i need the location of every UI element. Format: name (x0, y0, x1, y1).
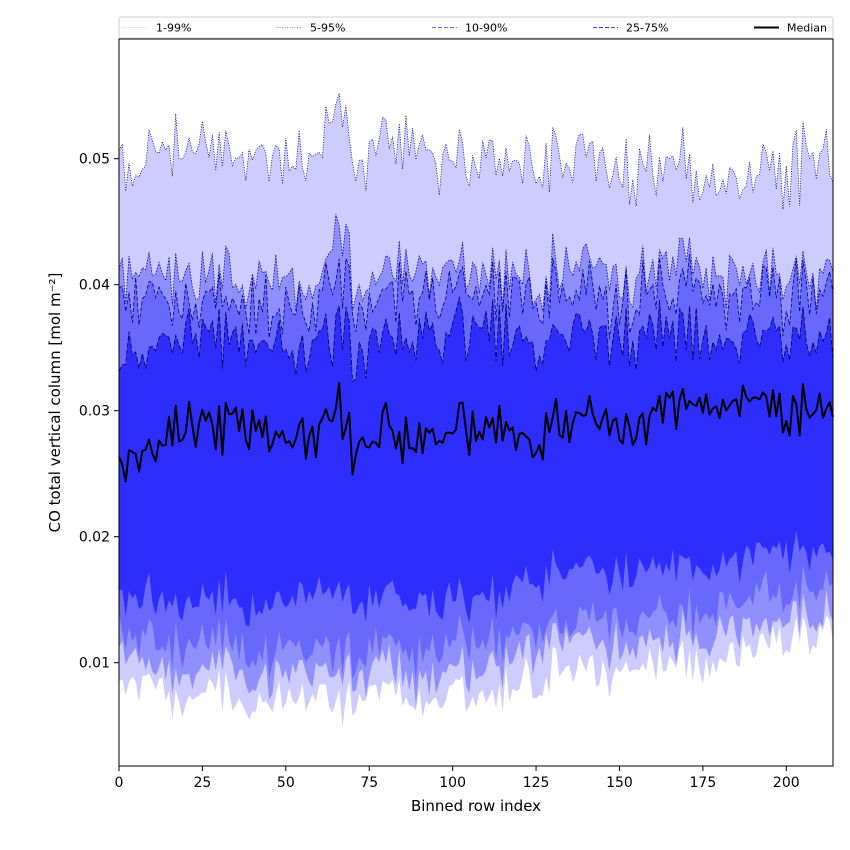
legend-item: Median (754, 22, 827, 35)
x-tick-label: 150 (606, 775, 633, 791)
x-tick-label: 100 (439, 775, 466, 791)
band-25-75-upper-edge (118, 296, 834, 383)
legend-item: 5-95% (277, 22, 345, 35)
x-axis-label: Binned row index (411, 797, 541, 815)
legend-box (118, 16, 834, 39)
legend-item: 1-99% (123, 22, 191, 35)
legend-label: 25-75% (626, 22, 668, 35)
y-tick-label: 0.04 (79, 278, 110, 294)
x-tick-label: 50 (277, 775, 295, 791)
legend-label: Median (787, 22, 827, 35)
y-tick-label: 0.03 (79, 404, 110, 420)
x-tick-label: 200 (773, 775, 800, 791)
legend-item: 25-75% (593, 22, 668, 35)
plot-frame (118, 38, 834, 767)
legend: 1-99% 5-95% 10-90% 25-75% Median (118, 16, 834, 39)
band-1-99-upper-edge (118, 93, 834, 210)
median-line (118, 382, 834, 483)
legend-label: 1-99% (156, 22, 191, 35)
y-tick-label: 0.01 (79, 656, 110, 672)
legend-label: 10-90% (465, 22, 507, 35)
y-tick-label: 0.02 (79, 530, 110, 546)
band-25-75 (119, 296, 833, 627)
band-10-90-upper-edge (118, 254, 834, 340)
x-tick-label: 175 (690, 775, 717, 791)
legend-item: 10-90% (432, 22, 507, 35)
y-axis: 0.01 0.02 0.03 0.04 0.05 (79, 152, 119, 672)
percentile-band-edges (118, 93, 834, 383)
x-tick-label: 125 (523, 775, 550, 791)
median-layer (118, 382, 834, 483)
y-axis-label: CO total vertical column [mol m⁻²] (46, 273, 64, 533)
x-tick-label: 0 (115, 775, 124, 791)
x-axis: 0 25 50 75 100 125 150 175 200 (115, 766, 800, 791)
y-tick-label: 0.05 (79, 152, 110, 168)
x-tick-label: 25 (193, 775, 211, 791)
x-tick-label: 75 (360, 775, 378, 791)
legend-label: 5-95% (310, 22, 345, 35)
band-5-95-upper-edge (118, 214, 834, 312)
